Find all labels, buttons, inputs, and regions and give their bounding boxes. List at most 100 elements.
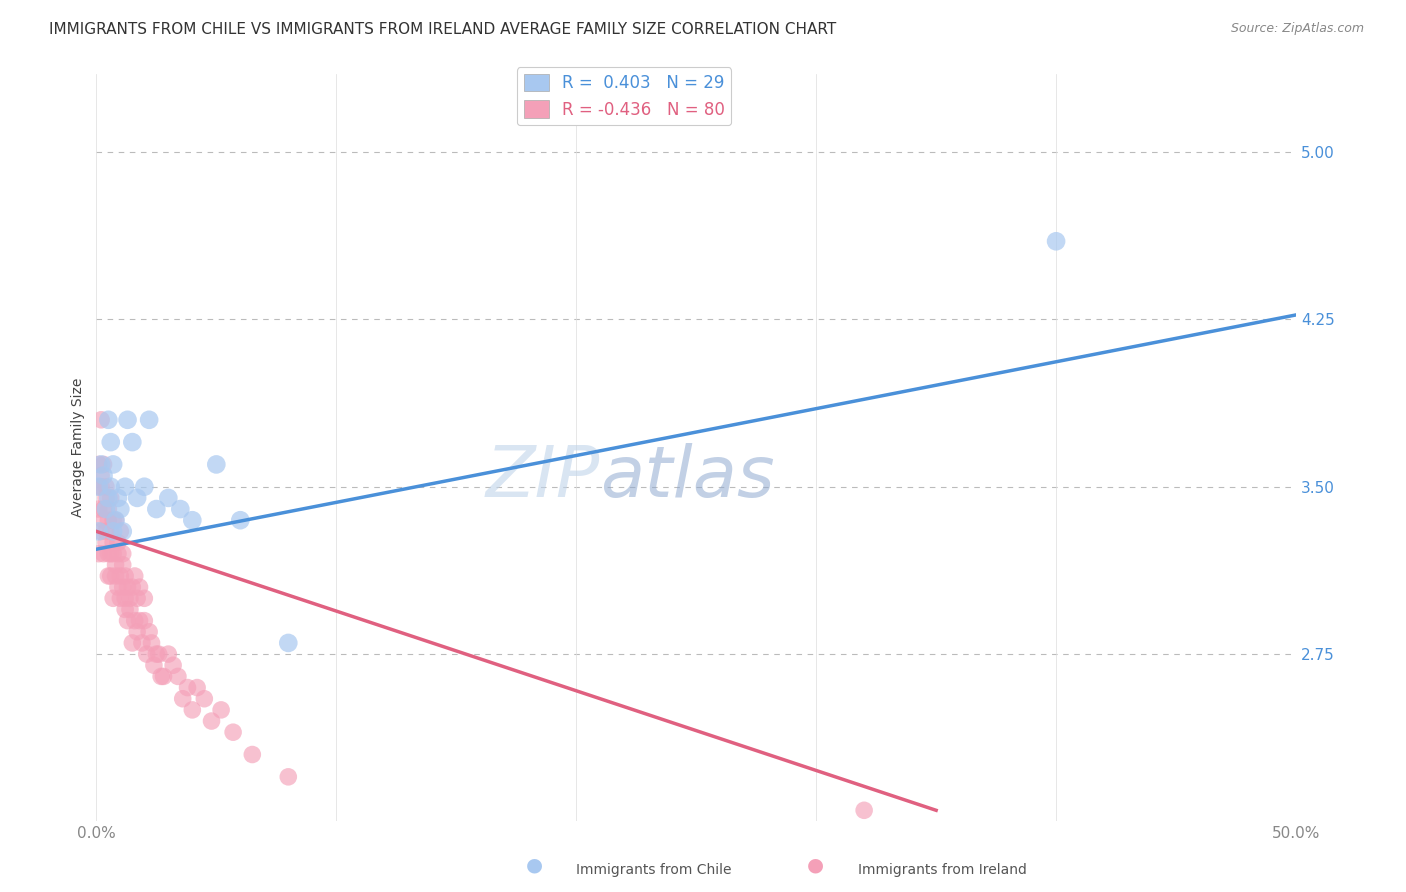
Point — [118, 591, 141, 606]
Point — [117, 580, 139, 594]
Point — [172, 691, 194, 706]
Point — [138, 413, 160, 427]
Point — [138, 624, 160, 639]
Text: Source: ZipAtlas.com: Source: ZipAtlas.com — [1230, 22, 1364, 36]
Point — [93, 502, 115, 516]
Point — [111, 558, 134, 572]
Point — [87, 547, 110, 561]
Point — [157, 647, 180, 661]
Point — [101, 513, 124, 527]
Point — [107, 547, 129, 561]
Text: ●: ● — [526, 855, 543, 874]
Point — [200, 714, 222, 728]
Point — [110, 569, 132, 583]
Point — [127, 491, 149, 505]
Text: Immigrants from Chile: Immigrants from Chile — [576, 863, 733, 877]
Point — [169, 502, 191, 516]
Point — [100, 435, 122, 450]
Point — [101, 591, 124, 606]
Point — [134, 591, 156, 606]
Point — [128, 580, 150, 594]
Point — [104, 513, 127, 527]
Point — [134, 614, 156, 628]
Point — [277, 636, 299, 650]
Point — [162, 658, 184, 673]
Point — [114, 569, 136, 583]
Point — [118, 602, 141, 616]
Point — [110, 524, 132, 539]
Point — [94, 480, 117, 494]
Point — [205, 458, 228, 472]
Point — [229, 513, 252, 527]
Point — [128, 614, 150, 628]
Point — [209, 703, 232, 717]
Point — [222, 725, 245, 739]
Point — [87, 480, 110, 494]
Point — [117, 413, 139, 427]
Point — [101, 535, 124, 549]
Point — [93, 547, 115, 561]
Point — [107, 491, 129, 505]
Point — [121, 435, 143, 450]
Point — [193, 691, 215, 706]
Point — [121, 636, 143, 650]
Point — [100, 547, 122, 561]
Point — [157, 491, 180, 505]
Point — [145, 647, 167, 661]
Point — [117, 614, 139, 628]
Point — [142, 658, 165, 673]
Point — [104, 513, 127, 527]
Point — [135, 647, 157, 661]
Point — [87, 502, 110, 516]
Point — [90, 458, 112, 472]
Point — [111, 524, 134, 539]
Y-axis label: Average Family Size: Average Family Size — [72, 378, 86, 517]
Point — [124, 569, 146, 583]
Point — [87, 458, 110, 472]
Point — [93, 458, 115, 472]
Point — [100, 491, 122, 505]
Point — [114, 602, 136, 616]
Point — [104, 558, 127, 572]
Point — [176, 681, 198, 695]
Point — [94, 524, 117, 539]
Point — [111, 547, 134, 561]
Point — [94, 491, 117, 505]
Point — [93, 468, 115, 483]
Point — [853, 803, 876, 817]
Point — [107, 535, 129, 549]
Point — [94, 502, 117, 516]
Point — [152, 669, 174, 683]
Point — [121, 580, 143, 594]
Point — [1045, 234, 1067, 248]
Point — [111, 580, 134, 594]
Point — [124, 614, 146, 628]
Point — [240, 747, 263, 762]
Point — [181, 513, 204, 527]
Point — [94, 535, 117, 549]
Point — [104, 569, 127, 583]
Point — [90, 524, 112, 539]
Point — [101, 458, 124, 472]
Point — [100, 480, 122, 494]
Point — [131, 636, 153, 650]
Point — [134, 480, 156, 494]
Point — [110, 502, 132, 516]
Text: ZIP: ZIP — [486, 443, 600, 512]
Point — [93, 513, 115, 527]
Text: atlas: atlas — [600, 443, 775, 512]
Point — [150, 669, 173, 683]
Point — [145, 502, 167, 516]
Point — [110, 591, 132, 606]
Point — [167, 669, 190, 683]
Point — [100, 524, 122, 539]
Legend: R =  0.403   N = 29, R = -0.436   N = 80: R = 0.403 N = 29, R = -0.436 N = 80 — [517, 67, 731, 125]
Point — [141, 636, 163, 650]
Point — [186, 681, 208, 695]
Point — [90, 413, 112, 427]
Point — [127, 624, 149, 639]
Point — [148, 647, 170, 661]
Point — [97, 513, 120, 527]
Point — [97, 502, 120, 516]
Text: IMMIGRANTS FROM CHILE VS IMMIGRANTS FROM IRELAND AVERAGE FAMILY SIZE CORRELATION: IMMIGRANTS FROM CHILE VS IMMIGRANTS FROM… — [49, 22, 837, 37]
